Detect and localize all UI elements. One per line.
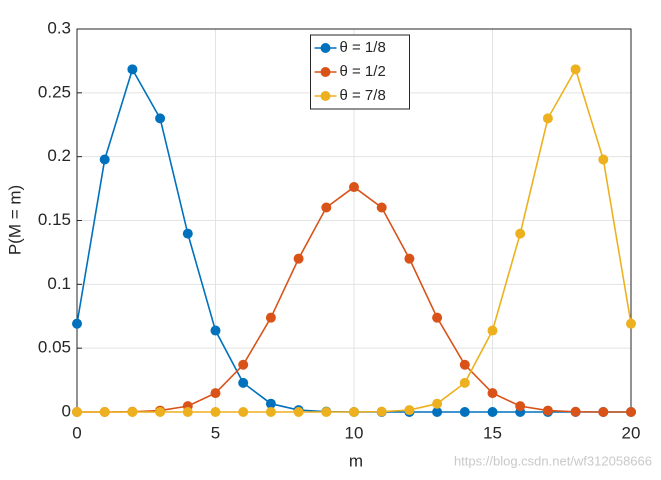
marker	[404, 253, 415, 264]
legend-marker	[320, 67, 331, 77]
y-tick-label: 0.2	[47, 146, 71, 165]
marker	[570, 406, 581, 417]
marker	[487, 407, 498, 417]
legend-label: θ = 7/8	[340, 87, 386, 104]
x-tick-label: 15	[483, 423, 502, 442]
x-tick-label: 10	[345, 423, 364, 442]
marker	[238, 377, 249, 388]
y-tick-label: 0	[62, 401, 71, 420]
legend-label: θ = 1/8	[340, 39, 386, 56]
marker	[598, 154, 609, 165]
marker	[459, 407, 470, 417]
marker	[155, 113, 166, 124]
marker	[265, 312, 276, 323]
marker	[432, 312, 443, 323]
legend-marker	[320, 91, 331, 101]
marker	[127, 407, 138, 417]
marker	[542, 405, 553, 416]
marker	[321, 407, 332, 417]
legend-label: θ = 1/2	[340, 63, 386, 80]
marker	[265, 398, 276, 409]
marker	[210, 407, 221, 417]
y-axis-label: P(M = m)	[5, 185, 24, 255]
marker	[376, 406, 387, 417]
marker	[626, 407, 636, 417]
y-tick-label: 0.1	[47, 274, 71, 293]
x-tick-label: 5	[211, 423, 220, 442]
marker	[515, 401, 526, 412]
marker	[376, 202, 387, 213]
marker	[542, 113, 553, 124]
marker	[432, 398, 443, 409]
marker	[99, 407, 110, 417]
marker	[265, 407, 276, 417]
watermark: https://blog.csdn.net/wf312058666	[454, 453, 652, 468]
x-tick-label: 20	[622, 423, 641, 442]
marker	[459, 359, 470, 370]
marker	[72, 407, 82, 417]
marker	[238, 407, 249, 417]
marker	[321, 202, 332, 213]
marker	[210, 325, 221, 336]
marker	[238, 359, 249, 370]
marker	[349, 182, 359, 193]
y-tick-label: 0.25	[38, 82, 71, 101]
marker	[598, 407, 609, 417]
marker	[127, 64, 138, 75]
x-tick-label: 0	[72, 423, 81, 442]
marker	[182, 407, 193, 417]
y-tick-label: 0.05	[38, 338, 71, 357]
marker	[487, 325, 498, 336]
marker	[155, 407, 166, 417]
marker	[182, 228, 193, 239]
y-tick-label: 0.3	[47, 18, 71, 37]
marker	[487, 388, 498, 399]
marker	[349, 407, 359, 417]
y-tick-label: 0.15	[38, 210, 71, 229]
marker	[293, 407, 304, 417]
marker	[293, 253, 304, 264]
x-axis-label: m	[349, 451, 363, 470]
marker	[626, 318, 636, 329]
marker	[570, 64, 581, 75]
marker	[72, 318, 82, 329]
marker	[515, 228, 526, 239]
marker	[99, 154, 110, 165]
marker	[432, 407, 443, 417]
marker	[459, 377, 470, 388]
marker	[210, 388, 221, 399]
marker	[404, 405, 415, 416]
legend-marker	[320, 43, 331, 53]
